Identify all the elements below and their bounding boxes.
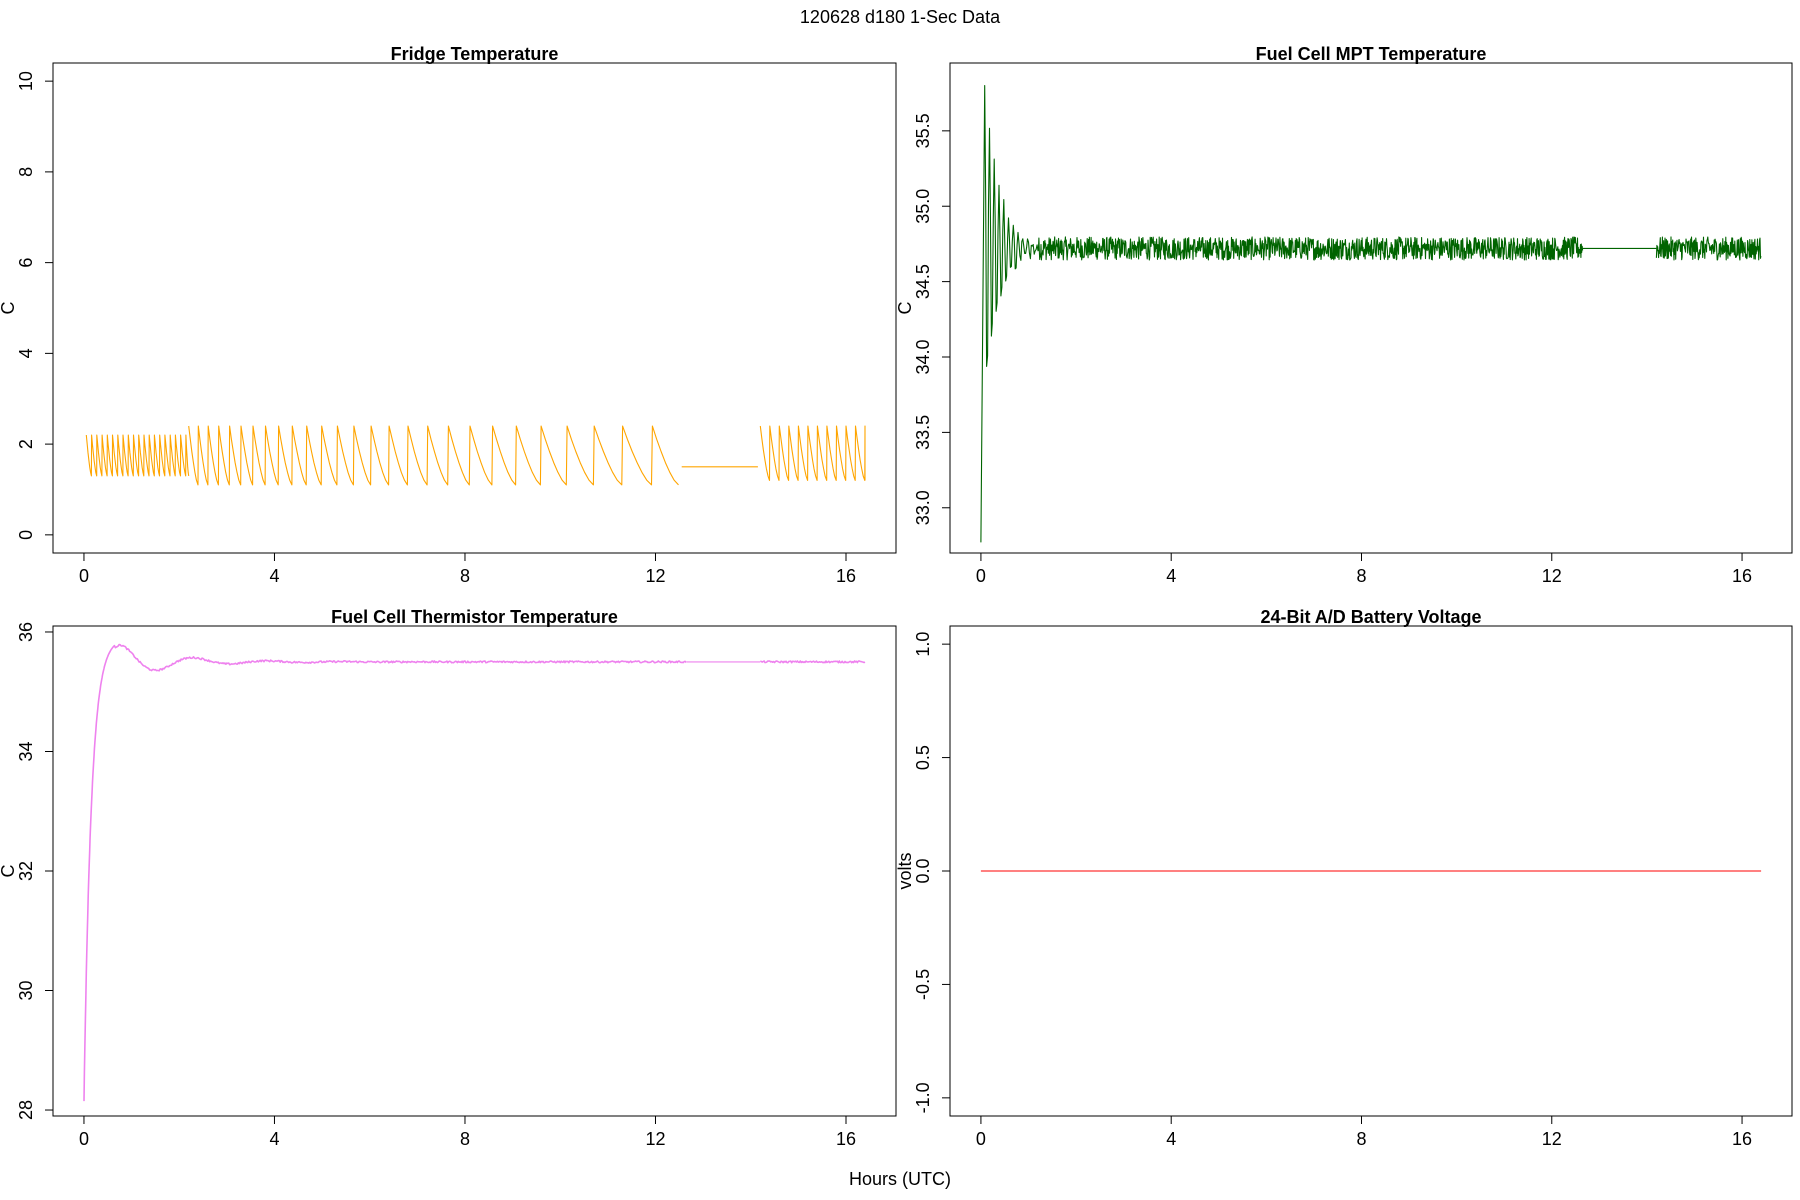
- y-tick-label: 4: [16, 348, 36, 358]
- y-tick-label: 2: [16, 439, 36, 449]
- series-line-3: [759, 425, 866, 481]
- x-tick-label: 0: [79, 1129, 89, 1149]
- figure-suptitle: 120628 d180 1-Sec Data: [800, 7, 1001, 27]
- series-line-1: [85, 434, 190, 477]
- x-tick-label: 12: [1542, 1129, 1562, 1149]
- y-tick-label: 30: [16, 980, 36, 1000]
- x-tick-label: 4: [1166, 566, 1176, 586]
- x-tick-label: 12: [645, 566, 665, 586]
- y-tick-label: 8: [16, 167, 36, 177]
- panel-title: Fuel Cell Thermistor Temperature: [331, 607, 618, 627]
- series-line-2: [1655, 236, 1762, 261]
- x-tick-label: 8: [460, 1129, 470, 1149]
- y-tick-label: 36: [16, 622, 36, 642]
- plot-frame: [52, 625, 897, 1117]
- x-tick-label: 4: [1166, 1129, 1176, 1149]
- series: [85, 425, 866, 486]
- panel-2: Fuel Cell MPT Temperature 0 4 8 12 16 33.0 33.5…: [895, 44, 1793, 586]
- panel-3: Fuel Cell Thermistor Temperature 0 4 8 12 16 2…: [0, 607, 897, 1149]
- y-tick-label: -0.5: [913, 969, 933, 1000]
- series-line-2: [188, 425, 679, 486]
- y-tick-label: 1.0: [913, 632, 933, 657]
- y-axis-label: volts: [895, 852, 915, 889]
- x-tick-label: 8: [460, 566, 470, 586]
- y-tick-label: -1.0: [913, 1082, 933, 1113]
- series-line-1: [83, 643, 687, 1102]
- plot-frame: [949, 62, 1793, 554]
- x-tick-label: 8: [1356, 1129, 1366, 1149]
- y-axis-label: C: [0, 302, 18, 315]
- x-tick-label: 0: [976, 1129, 986, 1149]
- x-tick-label: 8: [1356, 566, 1366, 586]
- x-tick-label: 16: [836, 566, 856, 586]
- x-tick-label: 12: [1542, 566, 1562, 586]
- x-tick-label: 16: [1732, 1129, 1752, 1149]
- panel-4: 24-Bit A/D Battery Voltage 0 4 8 12 16 -1.0 -0.…: [895, 607, 1793, 1149]
- y-tick-label: 34: [16, 741, 36, 761]
- y-tick-label: 28: [16, 1100, 36, 1120]
- plot-frame: [52, 62, 897, 554]
- series: [83, 643, 866, 1102]
- y-tick-label: 35.5: [913, 113, 933, 148]
- panel-title: Fuel Cell MPT Temperature: [1256, 44, 1487, 64]
- panel-title: Fridge Temperature: [391, 44, 559, 64]
- y-tick-label: 10: [16, 71, 36, 91]
- y-tick-label: 35.0: [913, 189, 933, 224]
- x-tick-label: 0: [79, 566, 89, 586]
- x-tick-label: 12: [645, 1129, 665, 1149]
- y-axis-label: C: [0, 865, 18, 878]
- y-tick-label: 33.5: [913, 415, 933, 450]
- y-tick-label: 34.5: [913, 264, 933, 299]
- y-tick-label: 0.0: [913, 858, 933, 883]
- series: [980, 85, 1762, 543]
- figure-xlabel: Hours (UTC): [849, 1169, 951, 1189]
- x-tick-label: 4: [269, 1129, 279, 1149]
- y-tick-label: 33.0: [913, 490, 933, 525]
- y-tick-label: 6: [16, 258, 36, 268]
- y-tick-label: 32: [16, 861, 36, 881]
- series-line-2: [760, 660, 866, 664]
- x-tick-label: 4: [269, 566, 279, 586]
- x-tick-label: 0: [976, 566, 986, 586]
- y-tick-label: 0: [16, 530, 36, 540]
- y-tick-label: 0.5: [913, 745, 933, 770]
- y-tick-label: 34.0: [913, 339, 933, 374]
- series-line-1: [980, 85, 1584, 543]
- panel-1: Fridge Temperature 0 4 8 12 16 0 2 4 6 8 10 C: [0, 44, 897, 586]
- panel-title: 24-Bit A/D Battery Voltage: [1260, 607, 1481, 627]
- x-tick-label: 16: [1732, 566, 1752, 586]
- x-tick-label: 16: [836, 1129, 856, 1149]
- y-axis-label: C: [895, 302, 915, 315]
